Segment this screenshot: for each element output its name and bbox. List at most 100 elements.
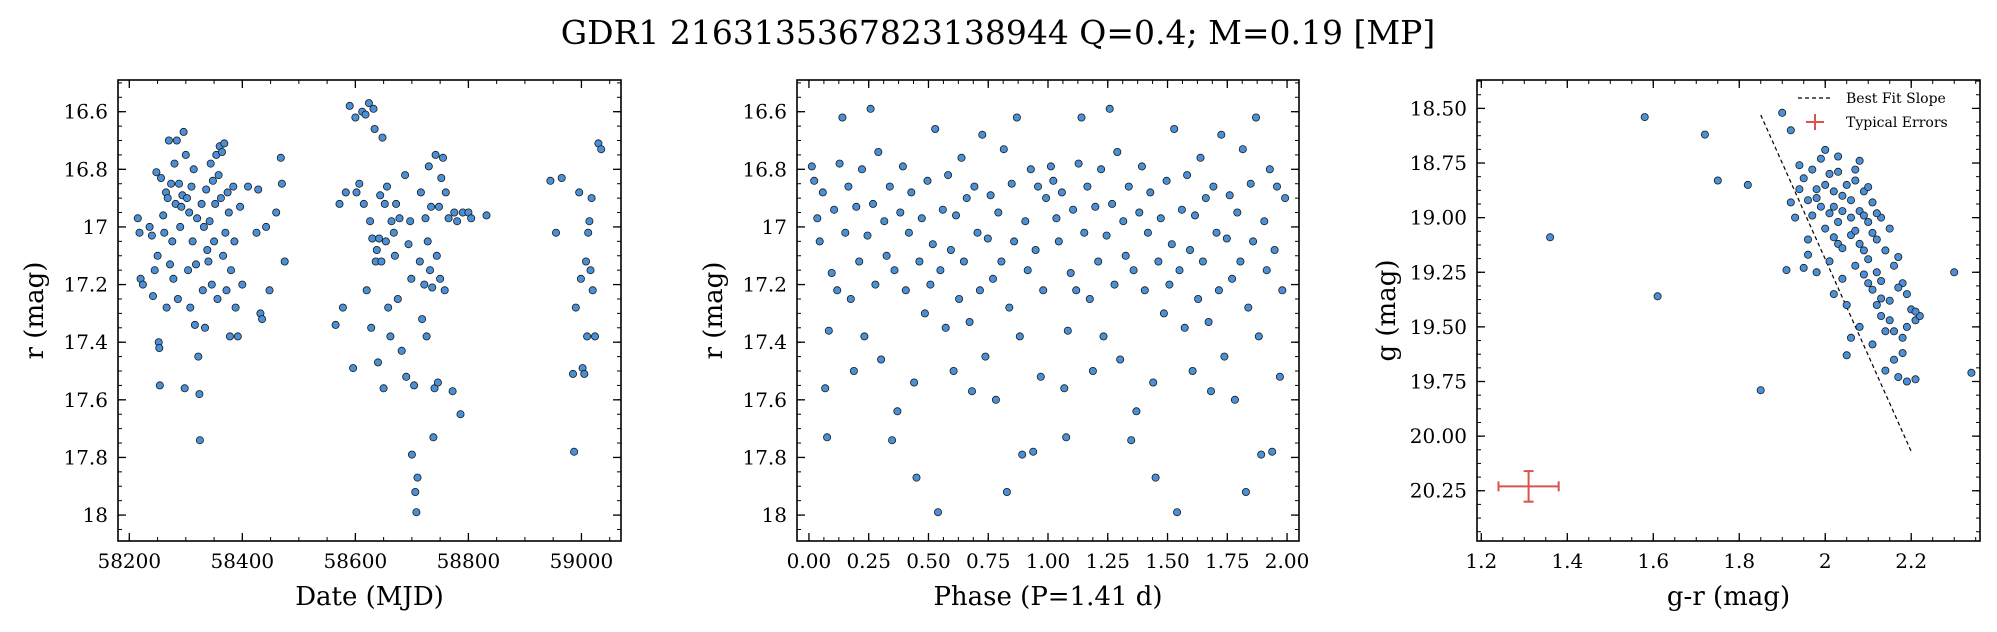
data-point — [231, 303, 240, 312]
data-point — [1094, 257, 1103, 266]
data-point — [162, 303, 171, 312]
data-point — [1099, 332, 1108, 341]
data-point — [807, 162, 816, 171]
data-point — [546, 176, 555, 185]
x-tick-label: 0.00 — [787, 549, 832, 573]
data-point — [1838, 274, 1847, 283]
data-point — [280, 257, 289, 266]
data-point — [432, 251, 441, 260]
data-point — [179, 127, 188, 136]
data-point — [138, 280, 147, 289]
data-point — [213, 294, 222, 303]
data-point — [204, 257, 213, 266]
data-point — [1091, 202, 1100, 211]
data-point — [586, 266, 595, 275]
data-point — [1080, 228, 1089, 237]
data-point — [1005, 303, 1014, 312]
x-axis: 0.00 0.25 0.50 0.75 1.00 1.25 1.50 1.75 2.00 — [787, 80, 1310, 573]
chart-panel-3: 1.2 1.4 1.6 1.8 2 2.2 18.50 18.75 19.00 19.25 19.5… — [1372, 79, 1981, 612]
data-point — [424, 162, 433, 171]
data-point — [1881, 366, 1890, 375]
data-point — [1054, 237, 1063, 246]
data-point — [871, 280, 880, 289]
data-point — [1012, 113, 1021, 122]
data-point — [833, 286, 842, 295]
data-point — [1257, 450, 1266, 459]
data-point — [1177, 205, 1186, 214]
data-point — [1129, 266, 1138, 275]
data-point — [1170, 125, 1179, 134]
data-point — [962, 194, 971, 203]
data-point — [415, 257, 424, 266]
data-point — [946, 245, 955, 254]
data-point — [205, 217, 214, 226]
data-point — [1072, 286, 1081, 295]
x-tick-label: 2.00 — [1265, 549, 1310, 573]
y-tick-label: 17.2 — [742, 273, 787, 297]
data-point — [1877, 294, 1886, 303]
data-point — [1273, 182, 1282, 191]
data-point — [230, 237, 239, 246]
data-point — [1062, 433, 1071, 442]
x-tick-label: 58600 — [324, 549, 388, 573]
data-point — [382, 182, 391, 191]
data-point — [345, 101, 354, 110]
data-point — [1847, 333, 1856, 342]
data-point — [222, 286, 231, 295]
data-point — [1146, 188, 1155, 197]
data-point — [1851, 261, 1860, 270]
data-point — [368, 234, 377, 243]
data-point — [1816, 154, 1825, 163]
data-point — [1829, 290, 1838, 299]
y-axis: 16.6 16.8 17 17.2 17.4 17.6 17.8 18 — [742, 82, 1299, 530]
data-point — [448, 387, 457, 396]
data-point — [390, 251, 399, 260]
data-point — [1036, 372, 1045, 381]
data-point — [164, 136, 173, 145]
data-point — [944, 171, 953, 180]
data-point — [576, 274, 585, 283]
x-axis-label: Phase (P=1.41 d) — [933, 582, 1162, 612]
data-point — [570, 447, 579, 456]
data-point — [406, 217, 415, 226]
data-point — [156, 173, 165, 182]
y-tick-label: 17.6 — [742, 388, 787, 412]
data-point — [153, 251, 162, 260]
data-point — [1821, 224, 1830, 233]
y-tick-label: 17.2 — [63, 273, 108, 297]
x-tick-label: 1.00 — [1026, 549, 1071, 573]
data-point — [1042, 194, 1051, 203]
data-point — [569, 369, 578, 378]
data-point — [413, 473, 422, 482]
data-point — [1546, 233, 1555, 242]
data-point — [191, 260, 200, 269]
x-axis-label: g-r (mag) — [1667, 582, 1790, 612]
data-point — [1002, 487, 1011, 496]
y-tick-label: 17.6 — [63, 388, 108, 412]
data-point — [392, 199, 401, 208]
data-point — [1254, 332, 1263, 341]
data-point — [1885, 316, 1894, 325]
data-point — [1885, 296, 1894, 305]
data-point — [1838, 207, 1847, 216]
data-point — [1812, 193, 1821, 202]
data-point — [450, 208, 459, 217]
data-point — [1859, 211, 1868, 220]
data-point — [583, 332, 592, 341]
y-tick-label: 17.8 — [63, 445, 108, 469]
data-point — [866, 104, 875, 113]
data-point — [978, 130, 987, 139]
y-tick-label: 17.4 — [742, 330, 787, 354]
data-point — [1868, 340, 1877, 349]
data-point — [1116, 355, 1125, 364]
data-point — [1967, 368, 1976, 377]
data-point — [1838, 191, 1847, 200]
data-point — [1039, 286, 1048, 295]
data-point — [997, 257, 1006, 266]
y-tick-label: 18 — [762, 503, 787, 527]
data-point — [1799, 263, 1808, 272]
data-point — [1201, 194, 1210, 203]
data-point — [226, 266, 235, 275]
data-point — [983, 234, 992, 243]
data-point — [351, 113, 360, 122]
